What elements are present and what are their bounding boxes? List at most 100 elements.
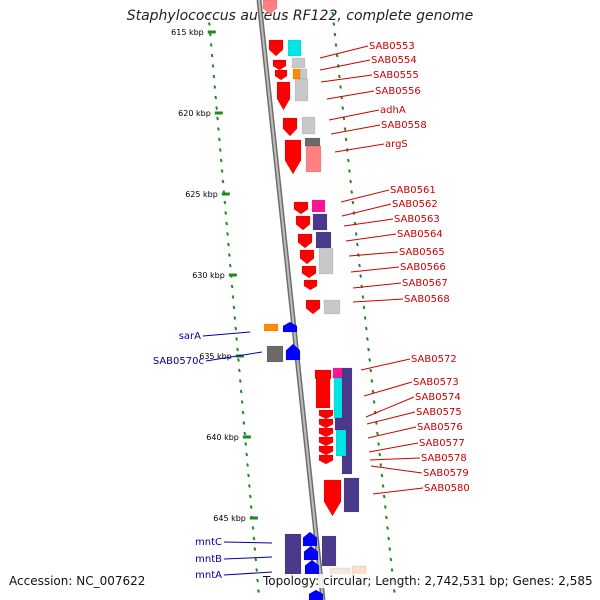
track-dot xyxy=(360,275,361,278)
track-dot xyxy=(366,327,367,330)
track-dot xyxy=(250,495,251,498)
track-dot xyxy=(222,170,223,173)
accession-text: Accession: NC_007622 xyxy=(9,574,145,588)
forward-gene-arrow xyxy=(296,216,310,230)
track-dot xyxy=(219,138,220,141)
forward-gene-arrow xyxy=(319,419,333,428)
cds-block xyxy=(306,146,321,172)
forward-gene-label: argS xyxy=(385,139,408,150)
forward-gene-connector xyxy=(344,219,393,226)
track-dot xyxy=(227,233,228,236)
track-dot xyxy=(216,107,217,110)
cds-block xyxy=(293,69,300,79)
forward-gene-connector xyxy=(335,144,384,152)
forward-gene-label: SAB0558 xyxy=(381,120,427,131)
kbp-tick-label: 625 kbp xyxy=(185,190,218,199)
cds-block xyxy=(285,534,301,574)
cds-block xyxy=(305,138,320,146)
forward-gene-label: SAB0562 xyxy=(392,199,438,210)
track-dot xyxy=(225,212,226,215)
forward-gene-connector xyxy=(351,267,399,272)
track-dot xyxy=(342,107,343,110)
track-dot xyxy=(387,527,388,530)
track-dot xyxy=(235,327,236,330)
track-dot xyxy=(215,96,216,99)
track-dot xyxy=(228,243,229,246)
track-dot xyxy=(384,495,385,498)
track-dot xyxy=(232,285,233,288)
track-dot xyxy=(241,390,242,393)
track-dot xyxy=(258,590,259,593)
track-dot xyxy=(332,12,333,15)
cds-block xyxy=(316,378,330,408)
cds-block xyxy=(316,232,331,248)
track-dot xyxy=(385,506,386,509)
track-dot xyxy=(249,485,250,488)
track-dot xyxy=(214,75,215,78)
track-dot xyxy=(356,233,357,236)
track-dot xyxy=(349,170,350,173)
track-dot xyxy=(392,569,393,572)
track-dot xyxy=(391,558,392,561)
cds-block xyxy=(302,117,315,134)
track-dot xyxy=(370,369,371,372)
cds-block xyxy=(267,346,283,362)
cds-block xyxy=(300,69,307,79)
reverse-gene-label: sarA xyxy=(179,331,201,342)
kbp-tick-marks: 615 kbp620 kbp625 kbp630 kbp635 kbp640 k… xyxy=(171,28,258,523)
cds-block xyxy=(336,430,346,456)
forward-gene-label: SAB0580 xyxy=(424,483,470,494)
track-dot xyxy=(374,401,375,404)
reverse-gene-label: mntA xyxy=(195,570,222,581)
forward-gene-arrow xyxy=(319,455,333,464)
track-dot xyxy=(213,65,214,68)
forward-gene-arrow xyxy=(273,60,286,70)
cds-block xyxy=(344,478,359,512)
track-dot xyxy=(253,527,254,530)
track-dot xyxy=(389,548,390,551)
track-dot xyxy=(383,485,384,488)
track-dot xyxy=(248,474,249,477)
forward-gene-label: SAB0572 xyxy=(411,354,457,365)
track-dot xyxy=(371,380,372,383)
forward-gene-arrow xyxy=(275,70,287,80)
forward-gene-connector xyxy=(361,359,410,370)
track-dot xyxy=(373,390,374,393)
forward-gene-label: SAB0555 xyxy=(373,70,419,81)
forward-gene-arrow xyxy=(294,202,308,214)
track-dot xyxy=(224,201,225,204)
cds-block xyxy=(319,248,333,274)
cds-block xyxy=(324,300,340,314)
forward-gene-connector xyxy=(331,125,380,134)
track-dot xyxy=(255,558,256,561)
track-dot xyxy=(245,443,246,446)
forward-gene-connector xyxy=(370,458,420,460)
track-dot xyxy=(238,359,239,362)
track-dot xyxy=(352,201,353,204)
track-dot xyxy=(394,590,395,593)
track-dot xyxy=(336,44,337,47)
track-dot xyxy=(233,296,234,299)
forward-gene-label: SAB0564 xyxy=(397,229,443,240)
forward-gene-arrow xyxy=(269,40,283,56)
track-dot xyxy=(359,264,360,267)
forward-gene-label: SAB0566 xyxy=(400,262,446,273)
reverse-gene-connector xyxy=(224,557,272,559)
cds-block xyxy=(292,58,305,68)
track-dot xyxy=(237,348,238,351)
forward-gene-connector xyxy=(364,382,412,396)
track-dot xyxy=(209,23,210,26)
forward-gene-arrow xyxy=(263,0,277,14)
track-dot xyxy=(345,128,346,131)
cds-block xyxy=(264,324,278,331)
forward-gene-connector xyxy=(368,427,416,438)
track-dot xyxy=(211,44,212,47)
forward-gene-connector xyxy=(342,204,391,216)
forward-gene-arrow xyxy=(277,82,290,110)
track-dot xyxy=(243,411,244,414)
track-dot xyxy=(340,86,341,89)
forward-gene-connector xyxy=(327,91,374,99)
kbp-tick-label: 615 kbp xyxy=(171,28,204,37)
track-dot xyxy=(229,254,230,257)
